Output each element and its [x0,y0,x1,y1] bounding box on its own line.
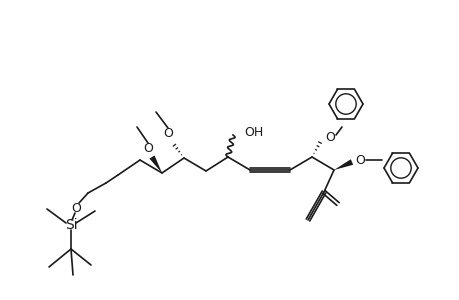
Text: OH: OH [243,125,263,139]
Text: O: O [354,154,364,166]
Polygon shape [149,155,162,173]
Text: O: O [325,130,334,143]
Text: O: O [71,202,81,214]
Text: O: O [143,142,152,154]
Text: Si: Si [65,218,77,232]
Polygon shape [333,159,353,170]
Text: O: O [162,127,173,140]
